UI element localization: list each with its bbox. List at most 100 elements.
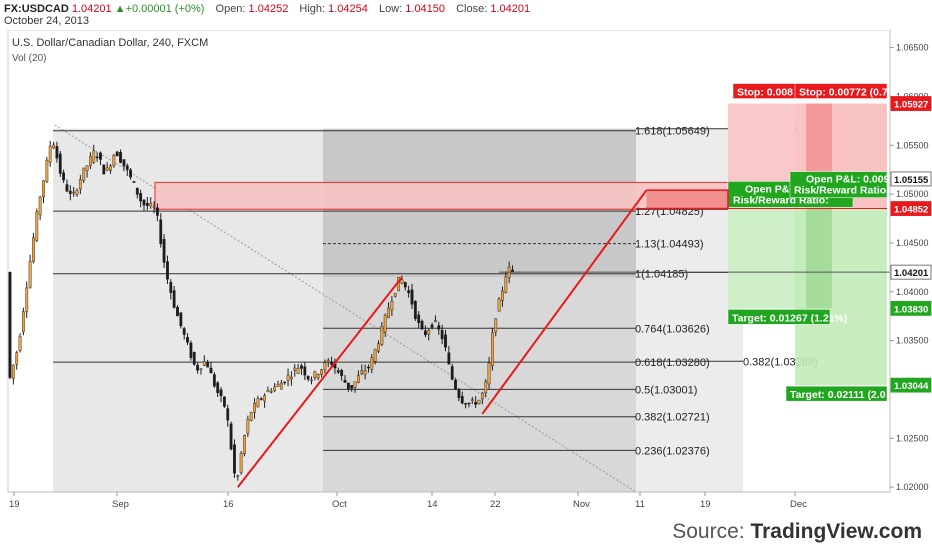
price-tick-label: 1.05500 <box>896 140 929 150</box>
candle-body <box>427 330 431 335</box>
candle-body <box>296 367 300 374</box>
chart-header: FX:USDCAD 1.04201 ▲+0.00001 (+0%) Open: … <box>0 0 932 30</box>
candle-body <box>149 203 153 207</box>
candle-body <box>410 289 414 305</box>
candle-body <box>377 343 380 352</box>
candle-body <box>360 370 364 374</box>
candle-body <box>276 383 280 387</box>
candle-body <box>186 337 189 343</box>
candle-body <box>45 159 49 182</box>
price-axis-marker-text: 1.04201 <box>894 268 929 279</box>
fib-1-level-label: 0.5(1.03001) <box>635 384 697 396</box>
candle-body <box>35 211 39 241</box>
candle-body <box>72 191 76 194</box>
candle-body <box>279 382 283 390</box>
candle-body <box>159 219 163 245</box>
candle-body <box>363 370 367 375</box>
candle-body <box>38 196 42 216</box>
candle-body <box>497 298 501 312</box>
candle-body <box>249 412 253 421</box>
price-tick-label: 1.02000 <box>896 482 929 492</box>
candle-body <box>166 261 169 280</box>
chart-title: U.S. Dollar/Canadian Dollar, 240, FXCM <box>12 37 208 49</box>
time-tick-label: Sep <box>112 499 129 510</box>
candle-body <box>444 334 447 348</box>
candle-body <box>353 381 357 388</box>
fib-1-level-label: 0.236(1.02376) <box>635 445 710 457</box>
candle-body <box>269 391 273 393</box>
candle-body <box>390 301 394 311</box>
candle-body <box>129 169 132 178</box>
candle-body <box>102 164 106 175</box>
candle-body <box>202 361 206 366</box>
candle-body <box>192 351 196 365</box>
price-axis-marker <box>890 201 932 216</box>
candle-body <box>454 379 457 390</box>
candle-body <box>122 159 126 167</box>
position-2-rr-text: Risk/Reward Ratio: <box>794 185 890 197</box>
candle-body <box>239 453 243 473</box>
candle-body <box>300 365 303 369</box>
symbol-name[interactable]: FX:USDCAD <box>4 3 69 15</box>
candle-body <box>326 360 330 363</box>
candle-body <box>135 187 139 195</box>
candle-body <box>501 290 504 301</box>
position-1-target-label-text: Target: 0.01267 (1.21%) <box>732 312 847 324</box>
candle-body <box>474 402 478 405</box>
candle-body <box>420 320 424 330</box>
candle-body <box>65 184 69 192</box>
time-tick-label: 11 <box>635 499 645 510</box>
candle-body <box>313 371 317 379</box>
candle-body <box>132 181 136 183</box>
price-axis-marker <box>890 171 932 187</box>
candle-body <box>75 190 79 195</box>
candle-body <box>447 352 451 365</box>
candle-body <box>306 375 310 380</box>
tradingview-logo[interactable]: TradingView.com <box>750 520 922 543</box>
candle-body <box>253 403 256 413</box>
position-2-target-label-text: Target: 0.02111 (2.0 <box>790 389 886 401</box>
source-label: Source: <box>672 520 745 543</box>
candle-body <box>229 423 233 450</box>
candle-body <box>219 389 223 396</box>
candle-body <box>196 364 199 371</box>
last-price: 1.04201 <box>71 3 112 15</box>
candle-body <box>236 475 240 477</box>
candle-body <box>383 314 387 333</box>
candle-body <box>323 362 327 370</box>
fib-1-level-label: 1(1.04185) <box>635 269 688 281</box>
position-1-stop-label-text: Stop: 0.008 <box>737 87 793 99</box>
fib-1-level-label: 0.618(1.03280) <box>635 357 710 369</box>
candle-body <box>393 292 397 297</box>
candle-body <box>246 419 250 434</box>
candle-body <box>182 328 186 335</box>
candle-body <box>310 379 313 382</box>
candle-body <box>115 151 119 157</box>
candle-body <box>15 352 19 365</box>
candle-body <box>424 330 427 336</box>
candle-body <box>243 435 246 454</box>
candle-body <box>172 290 176 308</box>
position-1-target-label-box <box>727 309 831 325</box>
candle-body <box>62 172 66 181</box>
candle-body <box>350 385 354 389</box>
candle-body <box>8 272 12 378</box>
candle-body <box>152 206 156 208</box>
candle-body <box>417 314 421 323</box>
candle-body <box>346 382 350 389</box>
price-chart[interactable]: 1.618(1.05649)1.27(1.04825)1.13(1.04493)… <box>0 30 932 515</box>
trend-leg-line <box>237 276 403 488</box>
candle-body <box>199 368 203 370</box>
candle-body <box>125 165 129 170</box>
candle-body <box>340 369 344 376</box>
time-tick-label: Nov <box>573 499 590 510</box>
candle-body <box>373 349 377 362</box>
candle-body <box>11 364 15 379</box>
candle-body <box>206 362 210 368</box>
time-tick-label: 22 <box>490 499 501 510</box>
position-1-pl-text: Open P&L <box>745 183 796 195</box>
time-tick-label: 16 <box>223 499 234 510</box>
candle-body <box>32 237 35 262</box>
volume-indicator-label: Vol (20) <box>12 53 46 64</box>
fib-1-level-label: 1.13(1.04493) <box>635 239 704 251</box>
